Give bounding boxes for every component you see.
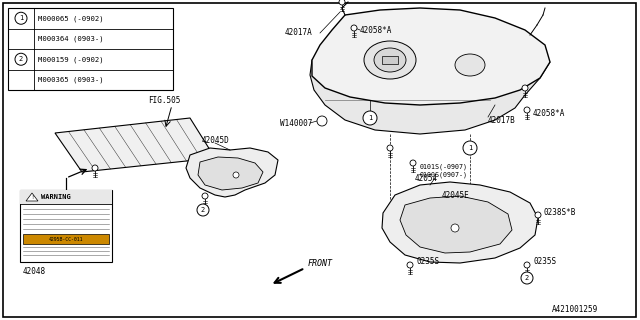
Text: WARNING: WARNING <box>41 194 71 200</box>
Text: 42017A: 42017A <box>285 28 313 36</box>
Polygon shape <box>310 60 550 134</box>
Ellipse shape <box>364 41 416 79</box>
Circle shape <box>92 165 98 171</box>
Circle shape <box>197 204 209 216</box>
Circle shape <box>339 0 345 5</box>
Text: 0238S*B: 0238S*B <box>543 207 575 217</box>
Circle shape <box>202 193 208 199</box>
Circle shape <box>521 272 533 284</box>
Circle shape <box>535 212 541 218</box>
Text: FIG.505: FIG.505 <box>148 95 180 105</box>
Text: 0235S: 0235S <box>416 258 439 267</box>
Polygon shape <box>312 8 550 105</box>
Text: 2: 2 <box>201 207 205 213</box>
Circle shape <box>451 224 459 232</box>
Polygon shape <box>26 193 38 201</box>
Text: 42045D: 42045D <box>201 135 229 145</box>
Circle shape <box>522 85 528 91</box>
Circle shape <box>15 12 27 24</box>
Text: 0235S: 0235S <box>533 258 556 267</box>
Text: 0100S(0907-): 0100S(0907-) <box>420 172 468 178</box>
Bar <box>8 8 173 90</box>
Bar <box>20 190 112 204</box>
Polygon shape <box>382 182 538 263</box>
Text: M000159 (-0902): M000159 (-0902) <box>38 56 104 62</box>
Circle shape <box>363 111 377 125</box>
Circle shape <box>407 262 413 268</box>
Ellipse shape <box>374 48 406 72</box>
Circle shape <box>463 141 477 155</box>
Text: 2: 2 <box>525 275 529 281</box>
Text: M000364 (0903-): M000364 (0903-) <box>38 36 104 42</box>
Text: 4295B-CC-011: 4295B-CC-011 <box>49 236 83 242</box>
Bar <box>23 234 109 244</box>
Text: 0101S(-0907): 0101S(-0907) <box>420 164 468 170</box>
Text: M000065 (-0902): M000065 (-0902) <box>38 15 104 21</box>
Circle shape <box>387 145 393 151</box>
Bar <box>382 56 398 64</box>
Text: !: ! <box>31 195 33 200</box>
Circle shape <box>524 107 530 113</box>
Circle shape <box>233 172 239 178</box>
Text: 1: 1 <box>19 15 23 21</box>
Text: 1: 1 <box>368 115 372 121</box>
Text: 42048: 42048 <box>22 268 45 276</box>
Circle shape <box>351 25 357 31</box>
Text: W140007: W140007 <box>280 118 312 127</box>
Text: 42058*A: 42058*A <box>360 26 392 35</box>
Polygon shape <box>55 118 215 172</box>
Text: 42054: 42054 <box>415 173 438 182</box>
Circle shape <box>317 116 327 126</box>
Text: 1: 1 <box>468 145 472 151</box>
Text: 42045E: 42045E <box>441 190 469 199</box>
Circle shape <box>524 262 530 268</box>
Text: 2: 2 <box>19 56 23 62</box>
Polygon shape <box>400 196 512 253</box>
Polygon shape <box>186 148 278 197</box>
Bar <box>20 190 112 262</box>
Circle shape <box>410 160 416 166</box>
Text: FRONT: FRONT <box>308 260 333 268</box>
Circle shape <box>15 53 27 65</box>
Ellipse shape <box>455 54 485 76</box>
Polygon shape <box>198 157 263 190</box>
Text: M000365 (0903-): M000365 (0903-) <box>38 76 104 83</box>
Text: 42017B: 42017B <box>488 116 516 124</box>
Text: A421001259: A421001259 <box>552 306 598 315</box>
Text: 42058*A: 42058*A <box>533 108 565 117</box>
